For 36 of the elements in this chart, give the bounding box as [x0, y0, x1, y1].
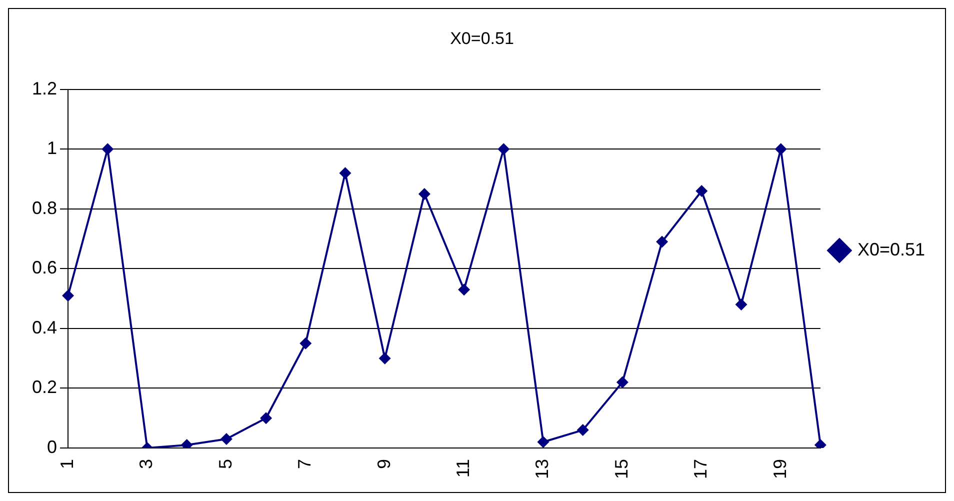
- point: [260, 412, 272, 424]
- x-tick-label: 15: [611, 458, 632, 480]
- point: [735, 298, 748, 311]
- x-tick-label: 9: [374, 458, 394, 469]
- point: [339, 167, 352, 180]
- y-tick-label: 0.6: [32, 258, 58, 278]
- point: [378, 352, 391, 364]
- point: [300, 337, 312, 350]
- point: [696, 184, 708, 197]
- x-tick-label: 11: [453, 458, 473, 478]
- point: [498, 143, 510, 156]
- chart-title: X0=0.51: [450, 28, 514, 48]
- point: [576, 424, 589, 436]
- y-tick-label: 0.8: [32, 198, 58, 218]
- y-tick-label: 1: [47, 138, 58, 158]
- point: [616, 376, 628, 388]
- x-tick-label: 13: [532, 458, 552, 480]
- point: [774, 143, 787, 156]
- y-tick-label: 1.2: [32, 78, 58, 98]
- x-tick-label: 7: [294, 458, 315, 469]
- y-tick-label: 0: [47, 436, 58, 457]
- point: [458, 284, 470, 296]
- y-tick-label: 0.4: [32, 317, 58, 338]
- x-tick-label: 3: [136, 458, 156, 469]
- x-tick-label: 5: [215, 458, 236, 469]
- point: [418, 188, 430, 200]
- point: [102, 143, 114, 156]
- point: [62, 290, 74, 302]
- point: [220, 433, 232, 446]
- point: [537, 436, 550, 448]
- point: [656, 236, 668, 248]
- legend-label: X0=0.51: [857, 239, 925, 260]
- y-tick-label: 0.2: [32, 377, 58, 398]
- x-tick-label: 17: [690, 458, 711, 480]
- x-tick-label: 1: [56, 458, 77, 469]
- x-tick-label: 19: [770, 458, 790, 480]
